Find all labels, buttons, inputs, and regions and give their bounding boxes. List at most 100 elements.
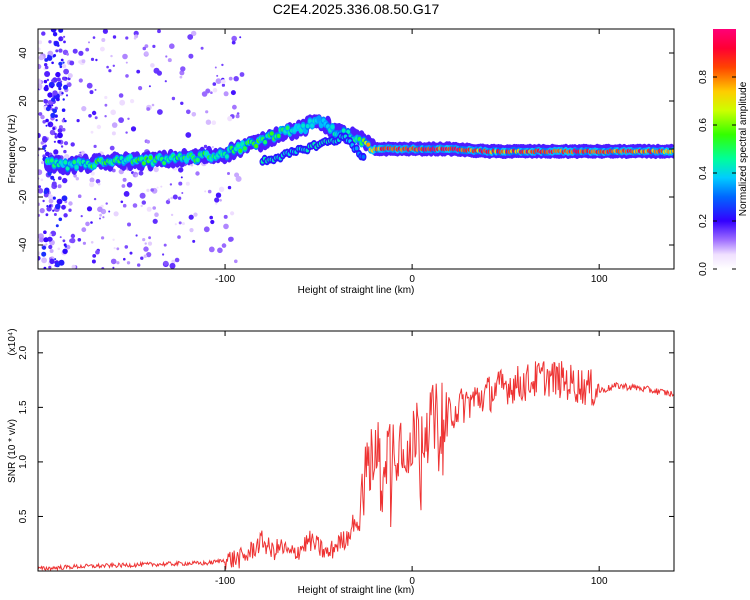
- ridge-core: [63, 160, 68, 165]
- noise-speck: [144, 242, 147, 245]
- noise-speck: [93, 144, 97, 148]
- noise-speck: [169, 183, 173, 186]
- noise-speck: [223, 91, 229, 97]
- noise-speck: [88, 41, 90, 44]
- noise-speck: [47, 54, 50, 57]
- secondary-ridge-core: [354, 146, 359, 151]
- noise-speck: [217, 247, 223, 254]
- noise-speck: [211, 146, 214, 148]
- noise-speck: [63, 68, 69, 75]
- y-tick-label: 1.0: [18, 455, 29, 469]
- noise-speck: [67, 73, 73, 79]
- noise-speck: [104, 115, 107, 118]
- noise-speck: [113, 211, 119, 217]
- noise-speck: [55, 224, 59, 228]
- noise-speck: [48, 265, 52, 269]
- noise-speck: [223, 223, 229, 230]
- noise-speck: [203, 226, 210, 233]
- noise-speck: [63, 40, 66, 44]
- noise-speck: [124, 245, 129, 249]
- snr-series-line: [38, 361, 674, 571]
- noise-speck: [142, 46, 147, 51]
- noise-speck: [49, 129, 56, 136]
- ridge-core: [72, 160, 77, 165]
- y-tick-label: 0.5: [18, 509, 29, 523]
- noise-speck: [211, 120, 217, 125]
- noise-speck: [70, 237, 76, 244]
- noise-speck: [239, 36, 242, 39]
- noise-speck: [58, 48, 63, 53]
- noise-speck: [139, 192, 146, 199]
- noise-speck: [180, 66, 186, 72]
- noise-speck: [147, 241, 153, 246]
- noise-speck: [205, 110, 209, 114]
- noise-speck: [156, 70, 162, 76]
- noise-speck: [135, 174, 138, 177]
- noise-speck: [63, 84, 68, 90]
- noise-speck: [204, 190, 207, 193]
- noise-speck: [90, 171, 95, 176]
- noise-speck: [118, 117, 124, 123]
- noise-speck: [162, 253, 165, 256]
- noise-speck: [144, 44, 149, 48]
- noise-speck: [59, 236, 62, 239]
- noise-speck: [86, 206, 93, 212]
- noise-speck: [48, 123, 51, 126]
- noise-speck: [38, 63, 42, 70]
- noise-speck: [62, 117, 66, 120]
- noise-speck: [146, 107, 151, 111]
- noise-speck: [97, 182, 101, 186]
- noise-speck: [51, 61, 54, 65]
- noise-speck: [152, 44, 156, 49]
- noise-speck: [178, 167, 184, 173]
- noise-speck: [82, 241, 86, 245]
- noise-speck: [215, 192, 222, 198]
- noise-speck: [52, 178, 56, 181]
- noise-speck: [57, 176, 62, 181]
- noise-speck: [60, 58, 64, 62]
- noise-speck: [53, 54, 57, 57]
- noise-speck: [212, 87, 218, 93]
- noise-speck: [73, 174, 77, 178]
- noise-speck: [108, 69, 112, 73]
- noise-speck: [50, 29, 57, 33]
- noise-speck: [100, 46, 105, 52]
- secondary-ridge-core: [361, 154, 366, 159]
- noise-speck: [210, 91, 213, 94]
- noise-speck: [95, 58, 98, 62]
- noise-speck: [63, 213, 68, 218]
- noise-speck: [221, 243, 227, 248]
- noise-speck: [41, 257, 47, 264]
- noise-speck: [62, 239, 66, 243]
- noise-speck: [231, 40, 236, 45]
- noise-speck: [77, 238, 82, 242]
- noise-speck: [44, 58, 49, 62]
- noise-speck: [172, 194, 178, 200]
- noise-speck: [44, 62, 48, 67]
- noise-speck: [140, 256, 144, 260]
- noise-speck: [178, 221, 182, 225]
- noise-speck: [81, 59, 86, 64]
- noise-speck: [52, 209, 55, 212]
- noise-speck: [71, 264, 76, 269]
- noise-speck: [116, 247, 120, 251]
- noise-speck: [85, 47, 90, 52]
- noise-speck: [180, 176, 183, 179]
- ridge-core: [269, 131, 274, 136]
- noise-speck: [63, 154, 70, 160]
- noise-speck: [191, 30, 197, 37]
- noise-speck: [180, 101, 184, 106]
- noise-speck: [127, 117, 130, 121]
- noise-speck: [151, 103, 155, 107]
- noise-speck: [52, 108, 57, 114]
- noise-speck: [101, 236, 105, 240]
- noise-speck: [43, 230, 47, 234]
- noise-speck: [112, 35, 117, 39]
- noise-speck: [185, 132, 192, 138]
- noise-speck: [164, 80, 167, 83]
- noise-speck: [58, 61, 63, 66]
- ridge-core: [366, 142, 371, 147]
- noise-speck: [55, 49, 59, 53]
- noise-speck: [45, 106, 51, 112]
- noise-speck: [163, 260, 169, 266]
